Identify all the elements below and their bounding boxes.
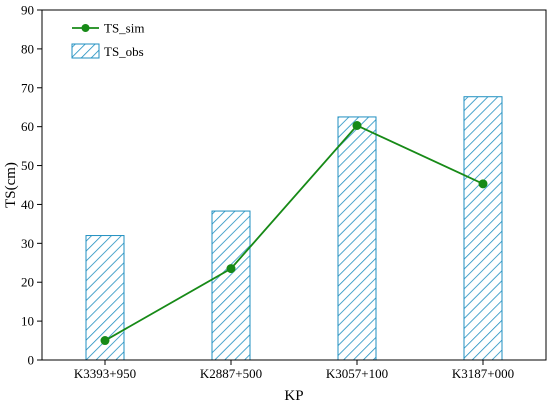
y-tick-label: 40 xyxy=(21,197,34,212)
y-tick-label: 50 xyxy=(21,158,34,173)
x-tick-label: K3393+950 xyxy=(74,366,136,381)
y-axis: 0 10 20 30 40 50 60 70 80 90 xyxy=(21,3,42,368)
legend-bar-swatch xyxy=(71,43,100,59)
point-ts-sim xyxy=(226,264,236,274)
bar-ts-obs xyxy=(211,210,251,361)
y-tick-label: 70 xyxy=(21,80,34,95)
point-ts-sim xyxy=(352,121,362,130)
legend-label-sim: TS_sim xyxy=(104,21,144,36)
legend-label-obs: TS_obs xyxy=(104,44,144,59)
x-axis: K3393+950 K2887+500 K3057+100 K3187+000 xyxy=(74,360,514,381)
legend: TS_sim TS_obs xyxy=(71,21,144,59)
point-ts-sim xyxy=(100,336,110,346)
x-axis-title: KP xyxy=(284,388,303,404)
point-ts-sim xyxy=(478,179,488,189)
y-tick-label: 20 xyxy=(21,275,34,290)
y-tick-label: 90 xyxy=(21,3,34,18)
bar-ts-obs xyxy=(337,116,377,361)
legend-marker-swatch xyxy=(81,24,90,32)
x-tick-label: K3057+100 xyxy=(326,366,388,381)
y-tick-label: 10 xyxy=(21,314,34,329)
y-tick-label: 30 xyxy=(21,236,34,251)
x-tick-label: K3187+000 xyxy=(452,366,514,381)
x-tick-label: K2887+500 xyxy=(200,366,262,381)
bar-ts-obs xyxy=(463,96,503,361)
line-ts-sim xyxy=(104,124,484,342)
y-tick-label: 80 xyxy=(21,41,34,56)
line-series xyxy=(100,121,488,346)
y-tick-label: 60 xyxy=(21,119,34,134)
plot-frame xyxy=(41,9,547,361)
y-tick-label: 0 xyxy=(28,353,35,368)
bar-series xyxy=(85,96,503,361)
y-axis-title: TS(cm) xyxy=(3,162,19,208)
